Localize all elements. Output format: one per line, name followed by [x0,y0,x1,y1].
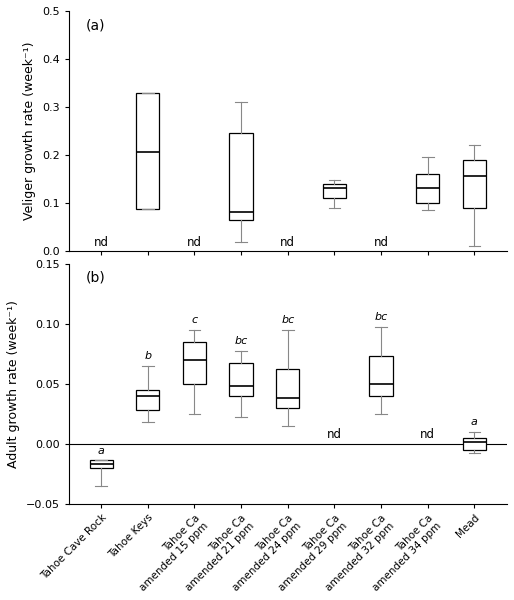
Text: nd: nd [187,236,202,250]
Text: bc: bc [234,337,248,346]
Text: (b): (b) [86,271,106,285]
PathPatch shape [183,341,206,383]
Text: nd: nd [94,236,108,250]
Text: nd: nd [327,428,342,441]
PathPatch shape [229,363,253,395]
PathPatch shape [323,184,346,198]
Text: bc: bc [281,315,295,325]
Text: a: a [98,446,105,455]
PathPatch shape [136,92,159,209]
PathPatch shape [136,389,159,410]
PathPatch shape [463,160,486,208]
PathPatch shape [416,174,439,203]
Text: b: b [144,351,152,361]
Y-axis label: Veliger growth rate (week⁻¹): Veliger growth rate (week⁻¹) [23,41,36,220]
PathPatch shape [89,460,113,467]
Text: (a): (a) [86,18,105,32]
PathPatch shape [276,369,300,407]
Text: nd: nd [420,428,435,441]
Text: nd: nd [374,236,389,250]
PathPatch shape [229,133,253,220]
Text: nd: nd [280,236,295,250]
PathPatch shape [463,437,486,449]
PathPatch shape [370,356,393,395]
Text: bc: bc [375,313,388,322]
Text: c: c [191,315,197,325]
Text: a: a [471,417,478,427]
Y-axis label: Adult growth rate (week⁻¹): Adult growth rate (week⁻¹) [7,299,20,467]
